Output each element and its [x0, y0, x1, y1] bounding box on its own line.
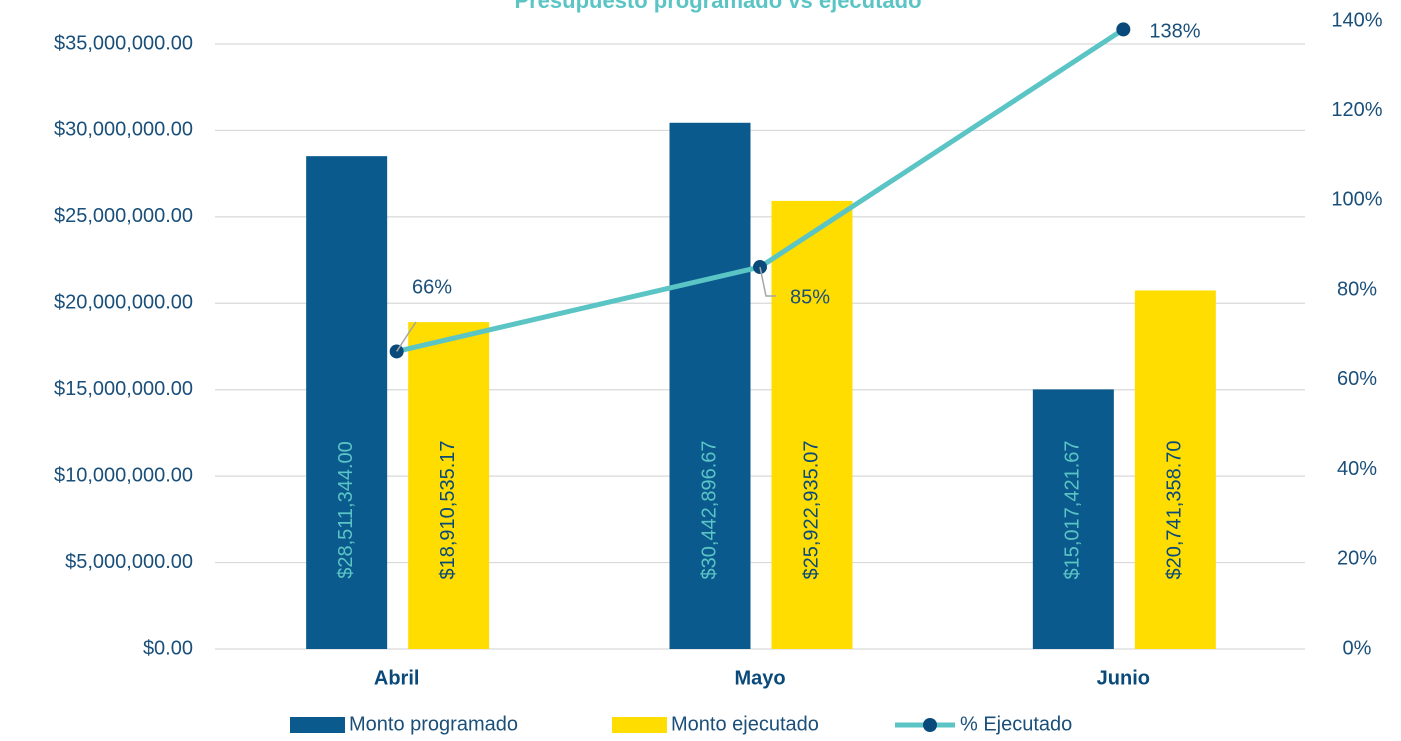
y-tick-label: $30,000,000.00: [54, 119, 193, 141]
y2-tick-label: 0%: [1343, 637, 1372, 659]
marker: [1116, 22, 1131, 37]
bar: [408, 322, 490, 649]
y-tick-label: $5,000,000.00: [65, 551, 193, 573]
data-label: $18,910,535.17: [437, 440, 459, 579]
legend-label: Monto programado: [349, 713, 518, 735]
leader-line: [759, 266, 776, 297]
legend-swatch: [290, 717, 345, 733]
y2-tick-label: 60%: [1337, 368, 1377, 390]
bar: [669, 122, 751, 650]
data-label: 85%: [790, 286, 830, 308]
legend-label: % Ejecutado: [960, 713, 1072, 735]
y2-tick-label: 80%: [1337, 278, 1377, 300]
data-label: $28,511,344.00: [335, 441, 357, 579]
legend-label: Monto ejecutado: [671, 713, 819, 735]
y-tick-label: $35,000,000.00: [54, 32, 193, 54]
y-tick-label: $25,000,000.00: [54, 205, 193, 227]
y2-tick-label: 20%: [1337, 548, 1377, 570]
legend-marker: [923, 718, 937, 732]
x-tick-label: Junio: [1097, 667, 1150, 689]
y-tick-label: $0.00: [143, 637, 193, 659]
data-label: 138%: [1149, 20, 1200, 42]
data-label: $20,741,358.70: [1164, 440, 1186, 579]
chart-title: Presupuesto programado vs ejecutado: [514, 0, 921, 13]
y-tick-label: $10,000,000.00: [54, 464, 193, 486]
bar: [1032, 389, 1114, 649]
y-tick-label: $15,000,000.00: [54, 378, 193, 400]
data-label: $25,922,935.07: [800, 440, 822, 579]
y2-tick-label: 120%: [1331, 99, 1382, 121]
bar: [771, 200, 853, 649]
bar: [1134, 290, 1216, 649]
bar: [306, 156, 388, 649]
data-label: 66%: [412, 276, 452, 298]
data-label: $15,017,421.67: [1062, 440, 1084, 579]
y-tick-label: $20,000,000.00: [54, 292, 193, 314]
legend-swatch: [612, 717, 667, 733]
leader-line: [396, 321, 417, 352]
y2-tick-label: 140%: [1331, 9, 1382, 31]
x-tick-label: Mayo: [734, 667, 785, 689]
data-label: $30,442,896.67: [698, 440, 720, 579]
y2-tick-label: 100%: [1331, 189, 1382, 211]
y2-tick-label: 40%: [1337, 458, 1377, 480]
x-tick-label: Abril: [374, 667, 420, 689]
